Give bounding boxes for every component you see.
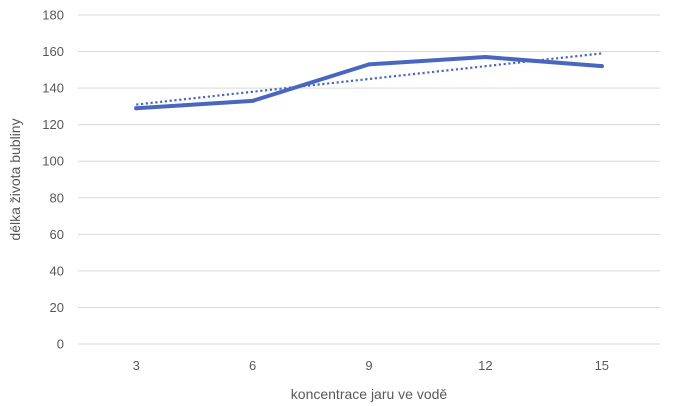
x-axis-title: koncentrace jaru ve vodě <box>291 386 448 402</box>
x-tick-label: 15 <box>595 358 609 373</box>
y-tick-label: 20 <box>50 300 64 315</box>
y-tick-label: 60 <box>50 227 64 242</box>
data-point <box>250 98 255 103</box>
data-point <box>599 64 604 69</box>
x-tick-label: 6 <box>249 358 256 373</box>
x-axis-ticks: 3 6 9 12 15 <box>133 358 609 373</box>
data-point <box>367 62 371 67</box>
x-tick-label: 3 <box>133 358 140 373</box>
gridlines <box>78 14 660 345</box>
x-tick-label: 9 <box>365 358 372 373</box>
data-point <box>483 55 488 60</box>
y-tick-label: 0 <box>57 337 64 352</box>
series-layer <box>134 52 604 111</box>
y-tick-label: 140 <box>42 81 64 96</box>
y-tick-label: 120 <box>42 117 64 132</box>
y-tick-label: 180 <box>42 8 64 23</box>
y-axis-ticks: 0 20 40 60 80 100 120 140 160 180 <box>42 8 64 352</box>
y-tick-label: 160 <box>42 44 64 59</box>
y-tick-label: 80 <box>50 190 64 205</box>
data-point <box>134 106 139 111</box>
x-tick-label: 12 <box>478 358 492 373</box>
y-tick-label: 40 <box>50 263 64 278</box>
y-tick-label: 100 <box>42 154 64 169</box>
y-axis-title: délka života bubliny <box>7 118 23 240</box>
